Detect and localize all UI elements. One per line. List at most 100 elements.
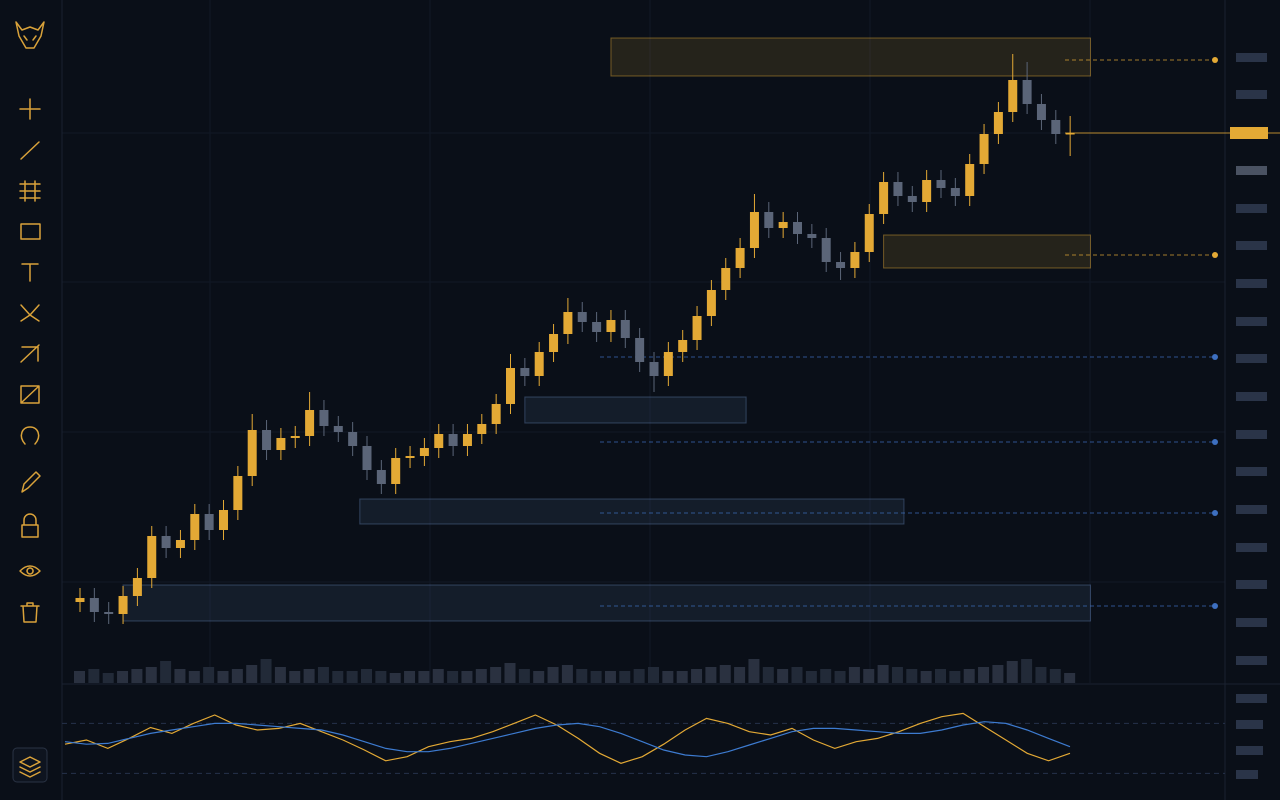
magnet-tool[interactable]	[20, 426, 40, 445]
volume-bar	[490, 667, 502, 683]
level-handle	[1212, 603, 1218, 609]
fib-tool[interactable]	[19, 180, 41, 202]
candle-body	[247, 430, 257, 476]
volume-bar	[719, 665, 731, 683]
volume-bar	[561, 665, 573, 683]
candle-body	[549, 334, 559, 352]
volume-bar	[131, 669, 143, 683]
candle-body	[391, 458, 401, 484]
zone	[122, 584, 1092, 622]
candle-body	[563, 312, 573, 334]
volume-bar	[619, 671, 631, 683]
pattern-tool[interactable]	[20, 304, 40, 322]
volume-bar	[777, 669, 789, 683]
volume-bar	[346, 671, 358, 683]
volume-bar	[1006, 661, 1018, 683]
volume-bar	[748, 659, 760, 683]
volume-bar	[705, 667, 717, 683]
candle-body	[749, 212, 759, 248]
volume-bar	[102, 673, 114, 683]
volume-bar	[203, 667, 215, 683]
candle-body	[706, 290, 716, 316]
trash-tool[interactable]	[20, 602, 40, 623]
candle-body	[233, 476, 243, 510]
volume-bar	[231, 669, 243, 683]
measure-tool[interactable]	[20, 385, 40, 404]
rectangle-tool[interactable]	[20, 223, 41, 240]
volume-bar	[217, 671, 229, 683]
oscillator-line	[64, 721, 1071, 758]
layers-icon	[19, 756, 41, 778]
lock-tool[interactable]	[21, 513, 39, 538]
candle-body	[635, 338, 645, 362]
volume-bar	[891, 667, 903, 683]
zone	[883, 234, 1091, 269]
candle-body	[907, 196, 917, 202]
candle-body	[104, 612, 114, 614]
candle-body	[190, 514, 200, 540]
volume-bar	[863, 669, 875, 683]
volume-bar	[1021, 659, 1033, 683]
crosshair-tool[interactable]	[19, 98, 41, 120]
trendline-tool[interactable]	[20, 141, 40, 160]
candle-body	[577, 312, 587, 322]
volume-bar	[820, 669, 832, 683]
candle-body	[75, 598, 85, 602]
volume-bar	[1049, 669, 1061, 683]
candle-body	[477, 424, 487, 434]
volume-bar	[805, 671, 817, 683]
candle-body	[821, 238, 831, 262]
projection-tool[interactable]	[20, 344, 40, 363]
text-tool[interactable]	[21, 263, 39, 282]
candle-body	[993, 112, 1003, 134]
candle-body	[1065, 133, 1075, 135]
candle-body	[922, 180, 932, 202]
volume-bar	[504, 663, 516, 683]
candle-body	[793, 222, 802, 234]
candle-body	[448, 434, 458, 446]
volume-bar	[691, 669, 703, 683]
level-handle	[1212, 354, 1218, 360]
candle-body	[161, 536, 171, 548]
level-handle	[1212, 57, 1218, 63]
volume-bar	[260, 659, 272, 683]
volume-bar	[188, 671, 200, 683]
candle-body	[362, 446, 372, 470]
candle-body	[175, 540, 185, 548]
volume-bar	[848, 667, 860, 683]
candle-body	[606, 320, 616, 332]
brush-tool[interactable]	[21, 471, 41, 493]
volume-bar	[533, 671, 545, 683]
candle-body	[850, 252, 860, 268]
candle-body	[1008, 80, 1018, 112]
zone	[524, 396, 747, 424]
volume-bar	[1035, 667, 1047, 683]
candle-body	[434, 434, 444, 448]
candle-body	[262, 430, 272, 450]
volume-bar	[734, 667, 746, 683]
volume-bar	[963, 669, 975, 683]
volume-bar	[590, 671, 602, 683]
candle-body	[462, 434, 472, 446]
volume-bar	[547, 667, 559, 683]
zone	[359, 498, 905, 525]
volume-bar	[518, 669, 530, 683]
candle-body	[348, 432, 358, 446]
logo	[15, 21, 45, 49]
candle-body	[276, 438, 286, 450]
volume-bar	[432, 669, 444, 683]
candle-body	[132, 578, 142, 596]
candle-body	[305, 410, 315, 436]
visibility-tool[interactable]	[19, 565, 41, 577]
level-handle	[1212, 439, 1218, 445]
volume-bar	[375, 671, 387, 683]
volume-bar	[648, 667, 659, 683]
volume-bar	[174, 669, 186, 683]
candle-body	[836, 262, 846, 268]
candle-body	[678, 340, 688, 352]
volume-bar	[920, 671, 932, 683]
volume-bar	[447, 671, 459, 683]
candle-body	[979, 134, 989, 164]
volume-bar	[475, 669, 487, 683]
volume-bar	[74, 671, 85, 683]
